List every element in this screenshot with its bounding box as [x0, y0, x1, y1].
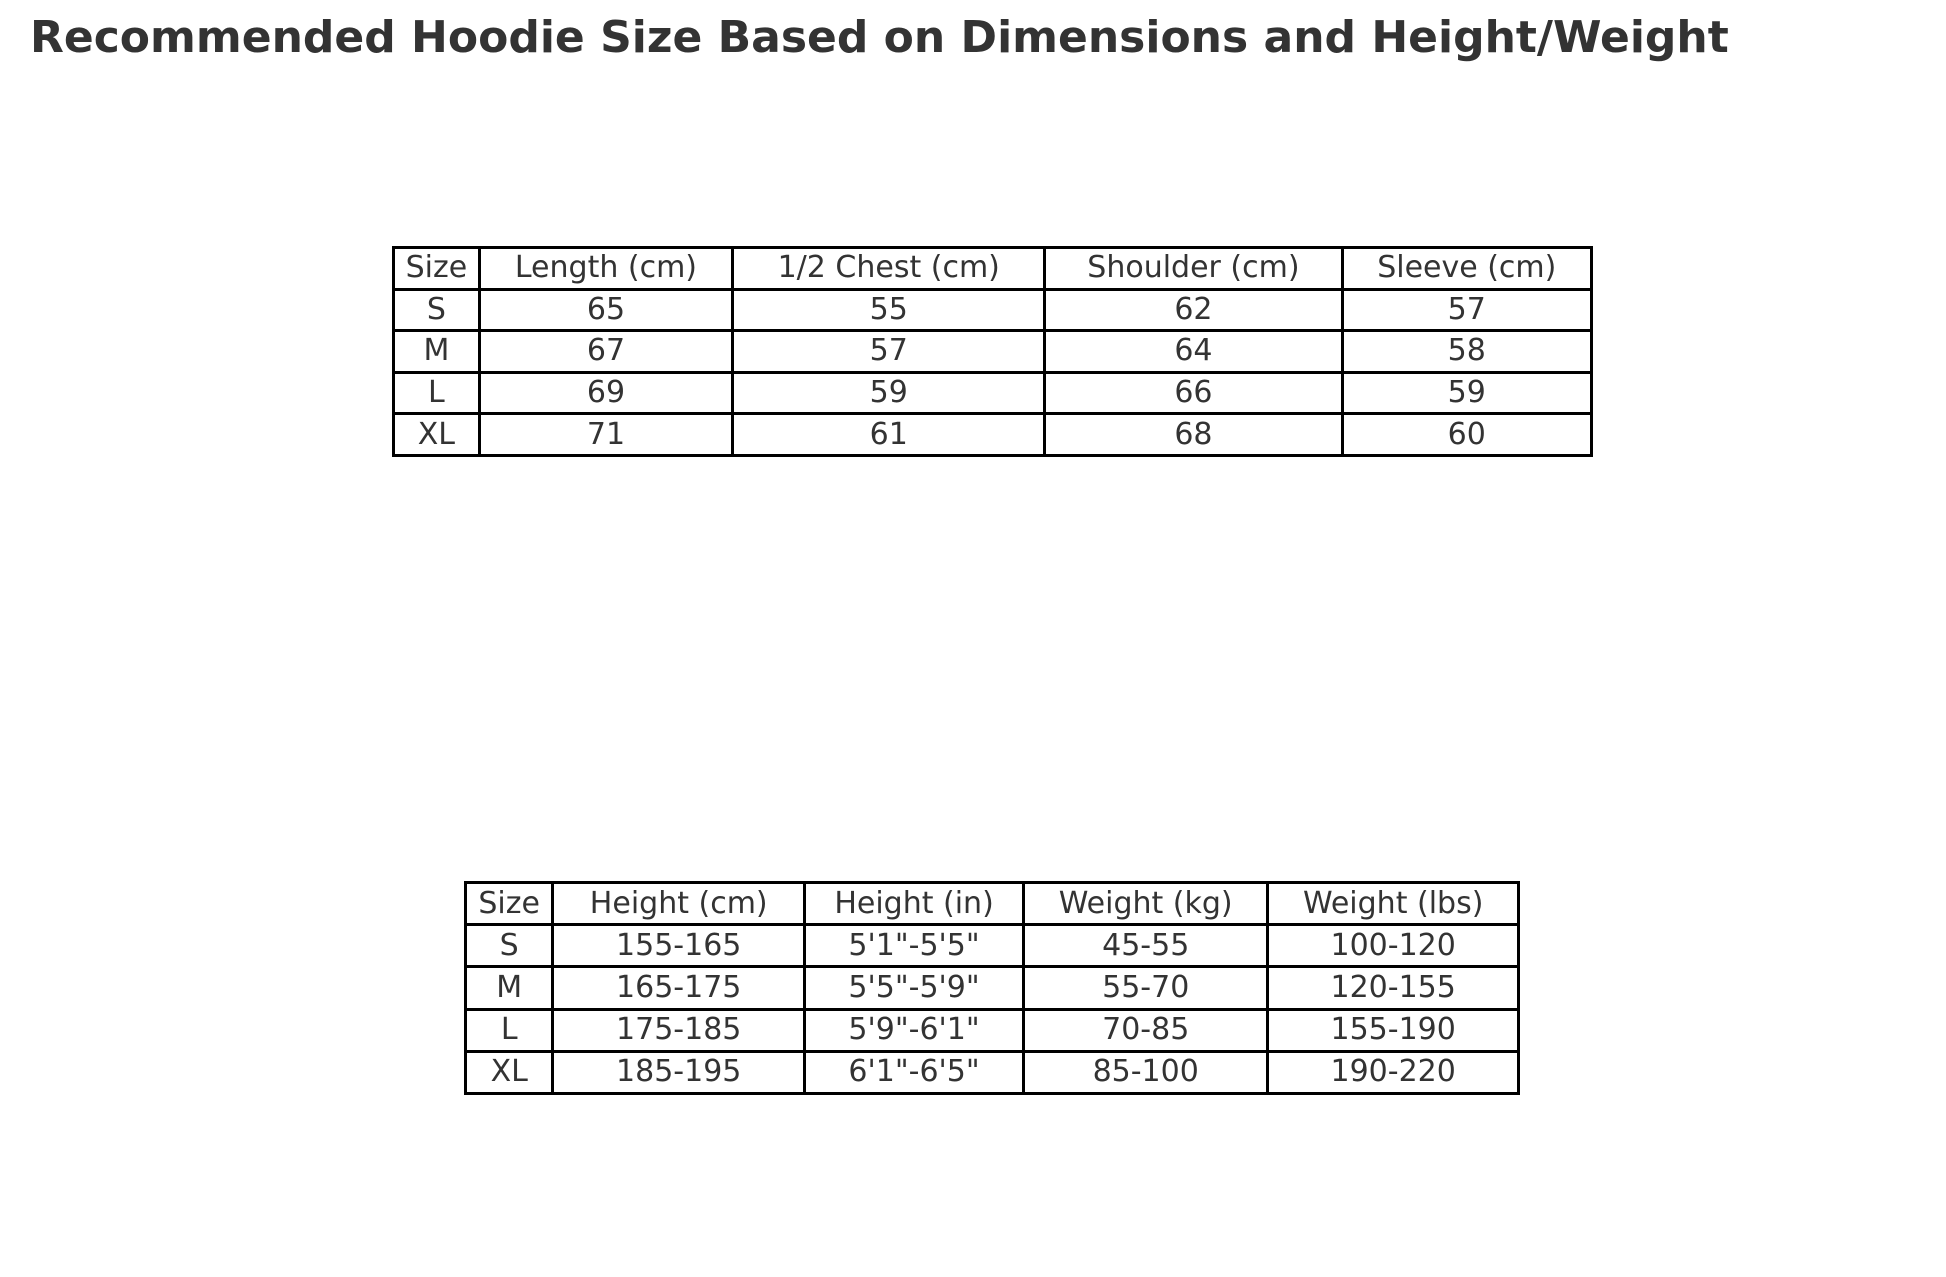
table-cell: 155-165: [551, 923, 807, 969]
table-cell: 60: [1340, 412, 1594, 457]
table-cell: 64: [1043, 329, 1344, 374]
table-cell: XL: [392, 412, 481, 457]
table-cell: 62: [1043, 287, 1344, 333]
table-row: L 69 59 66 59: [392, 370, 1594, 416]
table-cell: 59: [1340, 370, 1594, 416]
table-row: S 155-165 5'1"-5'5" 45-55 100-120: [463, 923, 1520, 969]
column-header: Size: [463, 880, 555, 927]
table-cell: 57: [1340, 287, 1594, 333]
table-cell: 70-85: [1022, 1007, 1270, 1053]
table-cell: 55-70: [1022, 965, 1270, 1011]
table-cell: 120-155: [1266, 965, 1520, 1011]
table-cell: 58: [1340, 329, 1594, 374]
table-cell: 100-120: [1266, 923, 1520, 969]
table-row: M 67 57 64 58: [392, 329, 1594, 374]
table-row: M 165-175 5'5"-5'9" 55-70 120-155: [463, 965, 1520, 1011]
column-header: 1/2 Chest (cm): [731, 246, 1047, 291]
column-header: Length (cm): [477, 246, 735, 291]
table-cell: 69: [477, 370, 735, 416]
page-title: Recommended Hoodie Size Based on Dimensi…: [30, 12, 1729, 63]
table-cell: 59: [731, 370, 1047, 416]
table-cell: 68: [1043, 412, 1344, 457]
table-row: XL 185-195 6'1"-6'5" 85-100 190-220: [463, 1049, 1520, 1095]
table-cell: L: [392, 370, 481, 416]
column-header: Sleeve (cm): [1340, 246, 1594, 291]
column-header: Height (in): [803, 880, 1026, 927]
column-header: Shoulder (cm): [1043, 246, 1344, 291]
table-row: XL 71 61 68 60: [392, 412, 1594, 457]
table-row: L 175-185 5'9"-6'1" 70-85 155-190: [463, 1007, 1520, 1053]
table-cell: 175-185: [551, 1007, 807, 1053]
table-cell: 5'9"-6'1": [803, 1007, 1026, 1053]
table-cell: 165-175: [551, 965, 807, 1011]
table-cell: 85-100: [1022, 1049, 1270, 1095]
table-cell: 5'5"-5'9": [803, 965, 1026, 1011]
hoodie-dimensions-table: Size Length (cm) 1/2 Chest (cm) Shoulder (c…: [392, 246, 1594, 457]
table-cell: 5'1"-5'5": [803, 923, 1026, 969]
column-header: Height (cm): [551, 880, 807, 927]
table-cell: 71: [477, 412, 735, 457]
table-cell: 155-190: [1266, 1007, 1520, 1053]
header-row: Size Height (cm) Height (in) Weight (kg) Wei…: [463, 880, 1520, 927]
table-cell: S: [392, 287, 481, 333]
column-header: Weight (lbs): [1266, 880, 1520, 927]
column-header: Weight (kg): [1022, 880, 1270, 927]
table-cell: 55: [731, 287, 1047, 333]
table-cell: 65: [477, 287, 735, 333]
table-cell: M: [463, 965, 555, 1011]
table-cell: 185-195: [551, 1049, 807, 1095]
table-cell: 45-55: [1022, 923, 1270, 969]
table-cell: 61: [731, 412, 1047, 457]
table-cell: M: [392, 329, 481, 374]
header-row: Size Length (cm) 1/2 Chest (cm) Shoulder (c…: [392, 246, 1594, 291]
table-cell: 57: [731, 329, 1047, 374]
table-cell: 190-220: [1266, 1049, 1520, 1095]
table-cell: S: [463, 923, 555, 969]
table-cell: 6'1"-6'5": [803, 1049, 1026, 1095]
table-cell: L: [463, 1007, 555, 1053]
column-header: Size: [392, 246, 481, 291]
table-row: S 65 55 62 57: [392, 287, 1594, 333]
height-weight-table: Size Height (cm) Height (in) Weight (kg) Wei…: [463, 880, 1520, 1095]
table-cell: XL: [463, 1049, 555, 1095]
table-cell: 66: [1043, 370, 1344, 416]
table-cell: 67: [477, 329, 735, 374]
